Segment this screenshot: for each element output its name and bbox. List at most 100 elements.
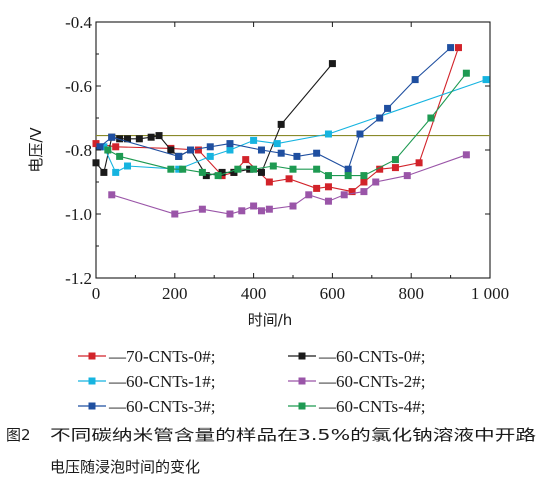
- data-point: [313, 184, 321, 192]
- y-tick-label: -0.8: [65, 141, 92, 160]
- series-5: [96, 44, 455, 173]
- x-tick-label: 1 000: [471, 284, 509, 303]
- data-point: [124, 162, 132, 170]
- data-point: [100, 168, 108, 176]
- data-point: [108, 133, 116, 141]
- legend-item: —60-CNTs-1#;: [78, 372, 215, 391]
- series-2: [92, 60, 336, 180]
- data-point: [403, 172, 411, 180]
- series-4: [108, 151, 470, 218]
- legend-label: —60-CNTs-3#;: [108, 397, 215, 416]
- series-line: [107, 72, 467, 177]
- data-point: [447, 44, 455, 52]
- data-point: [391, 156, 399, 164]
- data-point: [234, 165, 242, 173]
- data-point: [293, 152, 301, 160]
- legend-label: —60-CNTs-2#;: [318, 372, 425, 391]
- data-point: [214, 172, 222, 180]
- legend-swatch-marker: [88, 352, 96, 360]
- data-point: [135, 135, 143, 143]
- y-tick-label: -1.0: [65, 205, 92, 224]
- series-6: [104, 69, 470, 180]
- legend-swatch-marker: [88, 377, 96, 385]
- data-point: [313, 165, 321, 173]
- data-point: [250, 202, 258, 210]
- data-point: [147, 133, 155, 141]
- data-point: [124, 135, 132, 143]
- data-point: [194, 146, 202, 154]
- legend-item: —60-CNTs-4#;: [288, 397, 425, 416]
- data-point: [116, 152, 124, 160]
- data-point: [348, 188, 356, 196]
- data-point: [250, 136, 258, 144]
- legend-swatch-marker: [298, 377, 306, 385]
- data-point: [454, 44, 462, 52]
- x-tick-label: 200: [162, 284, 188, 303]
- x-tick-label: 800: [398, 284, 424, 303]
- data-point: [171, 210, 179, 218]
- data-point: [324, 183, 332, 191]
- data-point: [360, 188, 368, 196]
- data-point: [265, 178, 273, 186]
- data-point: [384, 104, 392, 112]
- data-point: [265, 205, 273, 213]
- data-point: [462, 69, 470, 77]
- x-tick-label: 400: [241, 284, 267, 303]
- series-3: [100, 76, 490, 176]
- data-point: [198, 205, 206, 213]
- data-point: [324, 172, 332, 180]
- y-tick-label: -0.4: [65, 13, 92, 32]
- legend-label: —60-CNTs-4#;: [318, 397, 425, 416]
- x-tick-label: 0: [92, 284, 101, 303]
- data-point: [482, 76, 490, 84]
- data-point: [112, 168, 120, 176]
- data-point: [269, 162, 277, 170]
- series-line: [111, 154, 467, 215]
- data-point: [344, 165, 352, 173]
- data-point: [155, 132, 163, 140]
- data-point: [305, 191, 313, 199]
- data-point: [415, 159, 423, 167]
- data-point: [218, 168, 226, 176]
- data-point: [230, 168, 238, 176]
- legend-swatch-marker: [298, 352, 306, 360]
- data-point: [104, 146, 112, 154]
- data-point: [391, 164, 399, 172]
- caption-line-1: 不同碳纳米管含量的样品在3.5%的氯化钠溶液中开路: [50, 426, 536, 444]
- data-point: [257, 168, 265, 176]
- data-point: [167, 165, 175, 173]
- legend-item: —60-CNTs-0#;: [288, 347, 425, 366]
- data-point: [277, 149, 285, 157]
- legend-label: —60-CNTs-1#;: [108, 372, 215, 391]
- data-point: [96, 143, 104, 151]
- data-point: [250, 165, 258, 173]
- series-line: [103, 79, 487, 174]
- data-point: [116, 135, 124, 143]
- data-point: [92, 159, 100, 167]
- data-point: [360, 172, 368, 180]
- data-point: [372, 178, 380, 186]
- data-point: [340, 191, 348, 199]
- y-axis-label: 电压/V: [27, 127, 45, 173]
- data-point: [226, 210, 234, 218]
- legend-item: —70-CNTs-0#;: [78, 347, 215, 366]
- data-point: [206, 152, 214, 160]
- legend: —70-CNTs-0#; —60-CNTs-0#; —60-CNTs-1#; —60-…: [78, 347, 425, 416]
- data-point: [313, 149, 321, 157]
- x-tick-label: 600: [320, 284, 346, 303]
- y-tick-label: -0.6: [65, 77, 92, 96]
- data-point: [324, 197, 332, 205]
- data-point: [226, 146, 234, 154]
- legend-item: —60-CNTs-3#;: [78, 397, 215, 416]
- legend-label: —70-CNTs-0#;: [108, 347, 215, 366]
- series-line: [95, 47, 460, 193]
- data-point: [175, 152, 183, 160]
- legend-item: —60-CNTs-2#;: [288, 372, 425, 391]
- data-point: [226, 140, 234, 148]
- plot-area: [92, 21, 491, 279]
- data-point: [100, 143, 108, 151]
- data-point: [257, 146, 265, 154]
- data-point: [285, 175, 293, 183]
- data-point: [376, 165, 384, 173]
